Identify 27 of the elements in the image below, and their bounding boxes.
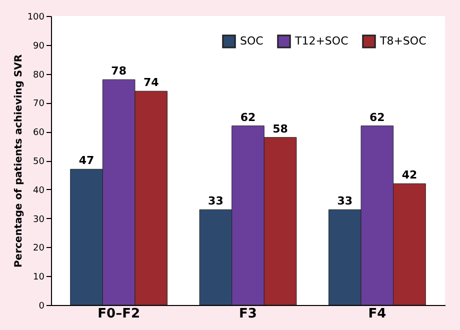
x-tick-label: F3 [239, 306, 257, 322]
data-label: 33 [208, 194, 224, 208]
y-tick-label: 90 [33, 41, 45, 52]
y-tick-label: 20 [33, 244, 45, 254]
data-label: 62 [240, 110, 256, 124]
y-tick-label: 80 [33, 70, 45, 80]
y-tick-label: 60 [33, 128, 45, 138]
data-label: 47 [78, 154, 94, 168]
legend-label: T8+SOC [379, 34, 427, 48]
y-tick-label: 10 [33, 272, 45, 283]
y-tick-label: 40 [33, 186, 45, 196]
y-tick-label: 100 [27, 12, 45, 22]
y-tick-label: 0 [38, 302, 45, 312]
y-tick-label: 70 [33, 99, 45, 110]
data-label: 58 [272, 122, 288, 136]
data-label: 62 [370, 110, 385, 124]
data-label: 78 [111, 64, 126, 78]
y-tick-label: 30 [33, 214, 45, 225]
x-tick-label: F4 [368, 306, 386, 322]
data-label: 74 [143, 76, 160, 90]
x-tick-label: F0–F2 [98, 306, 140, 322]
y-tick-label: 50 [33, 157, 45, 167]
data-label: 33 [337, 194, 353, 208]
legend-label: T12+SOC [294, 34, 349, 48]
y-axis-title: Percentage of patients achieving SVR [13, 54, 24, 268]
data-label: 42 [402, 168, 418, 182]
legend-label: SOC [240, 34, 264, 48]
